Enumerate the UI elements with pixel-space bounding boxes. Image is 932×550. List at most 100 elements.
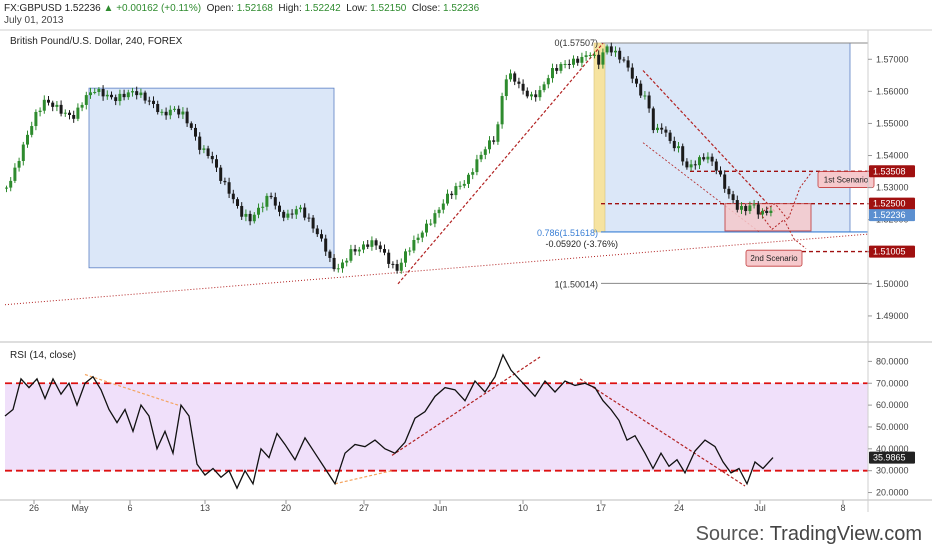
time-axis-label: 26 xyxy=(29,503,39,513)
candle-body xyxy=(227,182,231,194)
candle-body xyxy=(261,206,265,208)
rsi-line xyxy=(4,353,774,490)
source-brand[interactable]: TradingView.com xyxy=(769,523,922,545)
price-badge-label: 1.51005 xyxy=(873,247,906,257)
candle-body xyxy=(395,264,399,271)
candle-body xyxy=(609,46,613,53)
candle-body xyxy=(147,100,151,102)
fib-gold-band xyxy=(593,42,606,233)
time-axis-label: May xyxy=(71,503,89,513)
time-axis-label: 24 xyxy=(674,503,684,513)
candle-body xyxy=(488,140,491,150)
axes: 1.570001.560001.550001.540001.530001.520… xyxy=(0,29,932,513)
candle-body xyxy=(370,240,374,247)
candle-body xyxy=(9,180,13,188)
uptrend-line xyxy=(397,42,604,285)
price-badge xyxy=(869,209,915,222)
candle-body xyxy=(110,94,113,98)
candle-body xyxy=(357,249,361,252)
candle-body xyxy=(412,240,416,251)
candle-body xyxy=(34,111,38,127)
candle-body xyxy=(425,223,428,233)
open-label: Open: xyxy=(206,3,234,14)
rsi-pane: RSI (14, close) xyxy=(4,350,868,490)
price-axis-label: 1.57000 xyxy=(876,54,909,64)
candle-body xyxy=(13,167,17,181)
candle-body xyxy=(139,92,143,96)
candle-body xyxy=(269,195,273,198)
fib-top-label: 0(1.57507) xyxy=(554,38,598,48)
candle-body xyxy=(689,164,693,168)
fib-bottom-label: 1(1.50014) xyxy=(554,279,598,289)
candle-body xyxy=(677,146,680,149)
candle-body xyxy=(622,59,626,61)
candle-body xyxy=(248,213,252,222)
candle-body xyxy=(664,129,668,133)
candle-body xyxy=(458,185,462,187)
rsi-pane-title: RSI (14, close) xyxy=(10,350,76,361)
rsi-axis-label: 30.0000 xyxy=(876,466,909,476)
candle-body xyxy=(748,205,752,212)
candle-body xyxy=(97,88,101,92)
candle-body xyxy=(719,170,722,175)
time-axis-label: 13 xyxy=(200,503,210,513)
candle-body xyxy=(185,111,189,124)
candle-body xyxy=(441,203,445,210)
candle-body xyxy=(252,214,256,222)
candle-body xyxy=(63,112,67,114)
candle-body xyxy=(504,79,508,97)
candle-body xyxy=(744,206,748,212)
candle-body xyxy=(68,112,71,115)
rsi-value-badge xyxy=(869,451,915,464)
high-value: 1.52242 xyxy=(304,3,341,14)
close-label: Close: xyxy=(411,3,441,14)
candle-body xyxy=(383,249,386,253)
candle-body xyxy=(160,111,164,113)
change-value: +0.00162 (+0.11%) xyxy=(116,3,202,14)
candle-body xyxy=(420,232,424,238)
candle-body xyxy=(416,237,420,241)
candle-body xyxy=(194,127,197,137)
candle-body xyxy=(164,111,168,116)
candle-body xyxy=(660,127,664,130)
candle-body xyxy=(177,108,181,115)
source-credit: Source: TradingView.com xyxy=(696,523,922,546)
candle-body xyxy=(702,157,706,160)
candle-body xyxy=(668,132,672,141)
support-dotted-line xyxy=(4,233,869,306)
candle-body xyxy=(408,250,412,252)
candle-body xyxy=(651,108,655,131)
time-axis-label: 10 xyxy=(518,503,528,513)
candle-body xyxy=(30,126,34,135)
rsi-band xyxy=(5,383,868,471)
price-axis-label: 1.55000 xyxy=(876,118,909,128)
candle-body xyxy=(706,156,710,160)
candle-body xyxy=(614,50,617,53)
candle-body xyxy=(244,213,248,217)
candle-body xyxy=(181,111,185,115)
candle-body xyxy=(42,99,46,111)
date-label: July 01, 2013 xyxy=(4,15,64,26)
candle-body xyxy=(17,160,21,168)
low-label: Low: xyxy=(346,3,368,14)
candle-body xyxy=(328,251,332,258)
rsi-axis-label: 80.0000 xyxy=(876,356,909,366)
candle-body xyxy=(588,55,592,57)
candle-body xyxy=(47,99,50,103)
price-badge xyxy=(869,245,915,258)
candle-body xyxy=(563,63,567,65)
high-label: High: xyxy=(278,3,302,14)
candle-body xyxy=(311,217,315,229)
rsi-value-label: 35.9865 xyxy=(873,453,906,463)
rsi-axis-label: 60.0000 xyxy=(876,400,909,410)
candle-body xyxy=(168,109,172,116)
rsi-axis-label: 70.0000 xyxy=(876,378,909,388)
symbol-header: FX:GBPUSD 1.52236 ▲ +0.00162 (+0.11%) Op… xyxy=(4,3,479,14)
symbol-name[interactable]: FX:GBPUSD xyxy=(4,3,62,14)
candle-body xyxy=(240,205,244,217)
candle-body xyxy=(567,63,571,65)
candle-body xyxy=(752,204,756,206)
price-badge-label: 1.52236 xyxy=(873,210,906,220)
candle-body xyxy=(538,90,542,98)
scenario-2-label: 2nd Scenario xyxy=(750,254,798,263)
